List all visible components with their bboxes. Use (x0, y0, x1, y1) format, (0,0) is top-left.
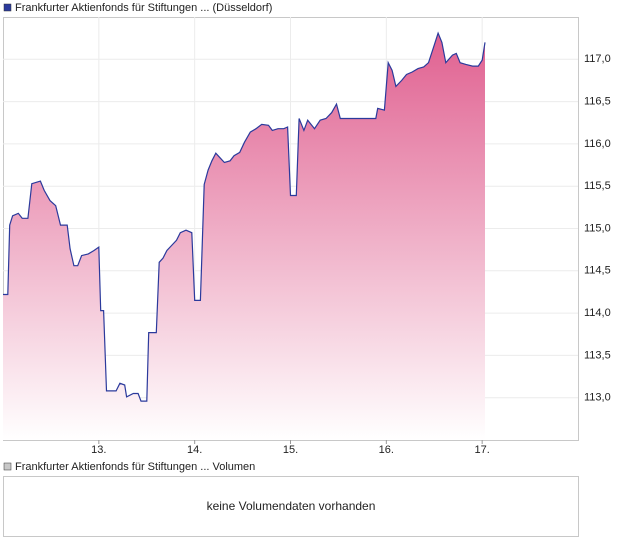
volume-frame (3, 476, 579, 537)
x-tick-label: 17. (475, 444, 490, 456)
legend-swatch (3, 462, 12, 471)
y-tick-label: 117,0 (584, 53, 611, 65)
x-tick-label: 13. (91, 444, 106, 456)
y-tick-label: 116,0 (584, 138, 611, 150)
y-tick-label: 114,5 (584, 265, 611, 277)
line (3, 31, 486, 402)
y-tick-label: 116,5 (584, 96, 611, 108)
x-tick-label: 15. (283, 444, 298, 456)
y-tick-label: 113,0 (584, 392, 611, 404)
y-tick-label: 115,5 (584, 180, 611, 192)
legend-label: Frankfurter Aktienfonds für Stiftungen .… (15, 2, 272, 14)
area (3, 33, 485, 440)
x-tick-label: 16. (379, 444, 394, 456)
volume-note: keine Volumendaten vorhanden (207, 499, 376, 513)
legend-swatch (3, 3, 12, 12)
x-tick-label: 14. (187, 444, 202, 456)
y-tick-label: 114,0 (584, 307, 611, 319)
y-tick-label: 115,0 (584, 222, 611, 234)
y-tick-label: 113,5 (584, 349, 611, 361)
legend-label: Frankfurter Aktienfonds für Stiftungen .… (15, 461, 255, 473)
